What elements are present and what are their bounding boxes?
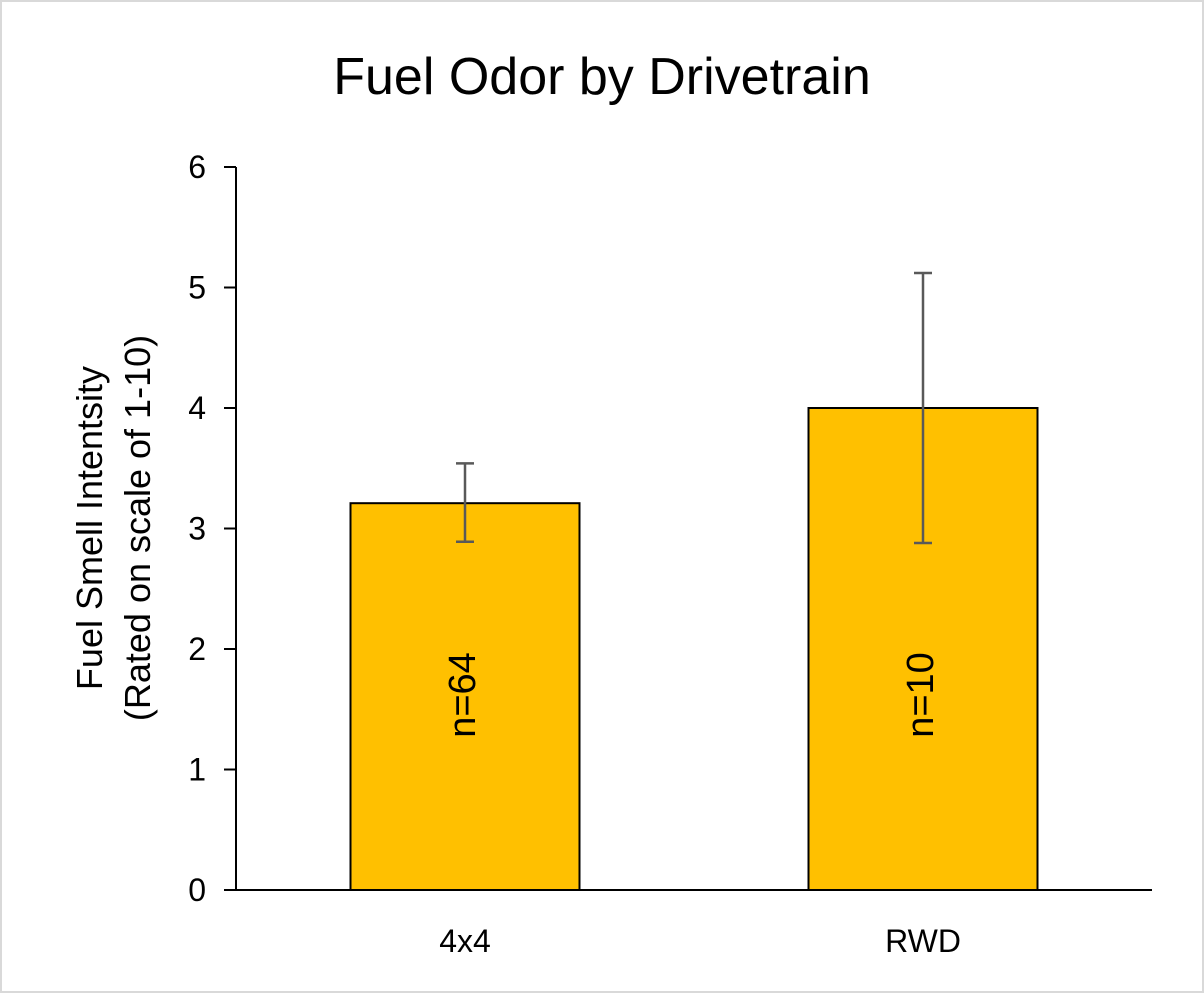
y-axis-label-line-1: Fuel Smell Intentsity [69, 366, 110, 690]
x-tick-label-rwd: RWD [885, 923, 961, 959]
y-tick-label-4: 4 [188, 390, 206, 426]
y-tick-label-1: 1 [188, 752, 206, 788]
y-tick-label-0: 0 [188, 872, 206, 908]
y-tick-label-3: 3 [188, 511, 206, 547]
y-axis-ticks: 0 1 2 3 4 5 6 [188, 149, 236, 908]
chart-title: Fuel Odor by Drivetrain [333, 48, 871, 106]
y-tick-label-2: 2 [188, 631, 206, 667]
y-axis-label-line-2: (Rated on scale of 1-10) [117, 335, 158, 721]
error-bars [456, 271, 932, 545]
bar-label-rwd: n=10 [900, 652, 942, 738]
bars: n=64 n=10 [349, 407, 1039, 891]
x-tick-label-4x4: 4x4 [439, 923, 491, 959]
x-axis-ticks: 4x4 RWD [439, 923, 961, 959]
bar-label-4x4: n=64 [442, 652, 484, 738]
y-tick-label-5: 5 [188, 270, 206, 306]
y-tick-label-6: 6 [188, 149, 206, 185]
y-axis-label: Fuel Smell Intentsity (Rated on scale of … [69, 335, 158, 721]
